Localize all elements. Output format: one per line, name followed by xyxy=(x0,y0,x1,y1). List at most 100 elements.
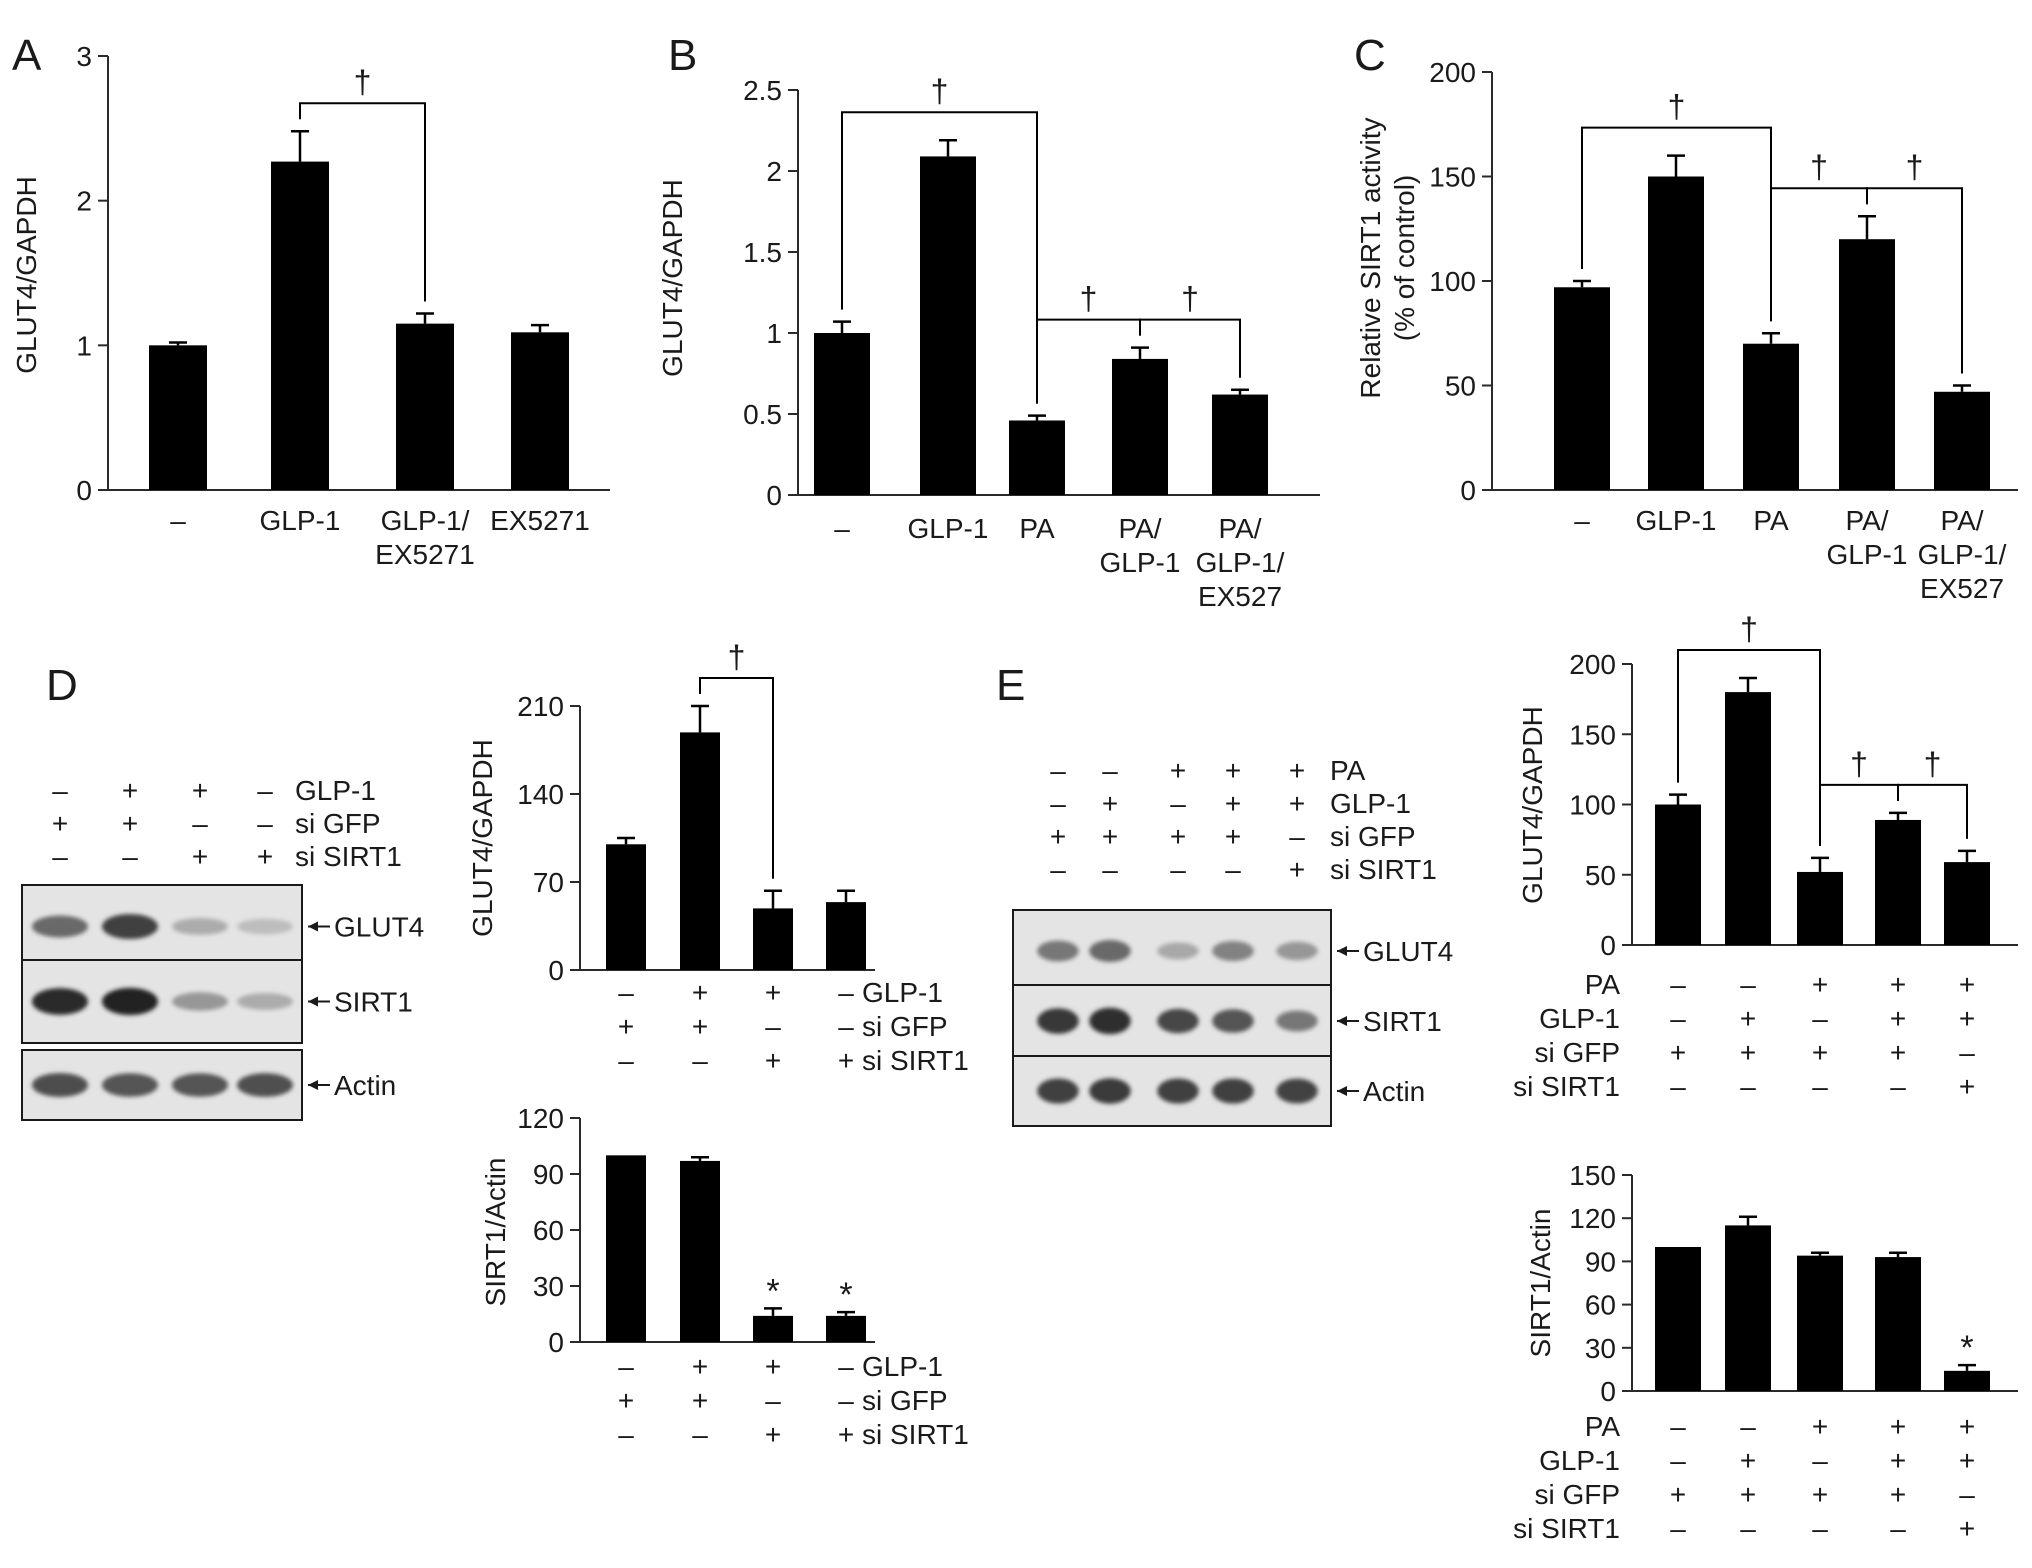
y-tick-label: 2 xyxy=(76,186,92,217)
condition-sign: + xyxy=(1289,755,1305,786)
bar xyxy=(1875,819,1921,945)
significance-bracket xyxy=(1866,187,1963,374)
blot-band xyxy=(102,913,158,940)
condition-sign: + xyxy=(1812,1411,1828,1442)
y-tick-label: 1 xyxy=(766,318,782,349)
band-arrow-head xyxy=(308,921,318,932)
condition-sign: – xyxy=(1812,1003,1828,1034)
bar xyxy=(1944,862,1990,945)
condition-sign: – xyxy=(1670,1071,1686,1102)
condition-label: PA xyxy=(1585,1411,1621,1442)
band-label: GLUT4 xyxy=(1363,936,1453,967)
bar xyxy=(1725,692,1771,945)
band-label: GLUT4 xyxy=(334,912,424,943)
condition-sign: – xyxy=(52,775,68,806)
y-tick-label: 200 xyxy=(1569,649,1616,680)
y-axis-label: GLUT4/GAPDH xyxy=(1517,706,1548,904)
category-label: EX5271 xyxy=(490,505,590,536)
condition-sign: + xyxy=(765,1045,781,1076)
blot-band xyxy=(237,993,293,1010)
bar xyxy=(511,332,569,490)
condition-sign: + xyxy=(257,841,273,872)
condition-sign: + xyxy=(1959,1445,1975,1476)
y-tick-label: 100 xyxy=(1429,266,1476,297)
condition-sign: – xyxy=(1670,1003,1686,1034)
condition-sign: + xyxy=(1812,1479,1828,1510)
blot-band xyxy=(1157,1078,1199,1104)
condition-label: si SIRT1 xyxy=(1330,854,1437,885)
blot-band xyxy=(172,992,228,1011)
blot-band xyxy=(1276,1078,1318,1104)
y-tick-label: 1.5 xyxy=(743,237,782,268)
bar xyxy=(271,161,329,490)
chart-a-glut4-gapdh: 0 1 2 3 GLUT4/GAPDH † – GLP-1 GLP-1/EX5271 EX5271 xyxy=(11,41,610,570)
band-arrow-head xyxy=(308,996,318,1007)
blot-band xyxy=(32,915,88,938)
y-tick-label: 50 xyxy=(1585,860,1616,891)
condition-sign: + xyxy=(1225,755,1241,786)
y-axis-label: SIRT1/Actin xyxy=(480,1158,511,1307)
condition-sign: – xyxy=(1225,854,1241,885)
blot-band xyxy=(1276,941,1318,961)
category-label: GLP-1/ xyxy=(1918,539,2007,570)
blot-band xyxy=(237,918,293,935)
condition-sign: – xyxy=(1170,854,1186,885)
condition-sign: – xyxy=(1670,1445,1686,1476)
condition-sign: + xyxy=(1289,788,1305,819)
condition-sign: – xyxy=(838,977,854,1008)
significance-dagger: † xyxy=(1740,611,1758,647)
bar xyxy=(1875,1257,1921,1391)
y-tick-label: 100 xyxy=(1569,790,1616,821)
y-tick-label: 30 xyxy=(533,1271,564,1302)
category-label: GLP-1 xyxy=(1827,539,1908,570)
bar xyxy=(826,902,866,970)
condition-sign: – xyxy=(618,1351,634,1382)
condition-sign: + xyxy=(692,1351,708,1382)
condition-sign: – xyxy=(1670,1513,1686,1544)
condition-sign: – xyxy=(838,1351,854,1382)
condition-sign: + xyxy=(122,775,138,806)
bar xyxy=(1743,343,1799,490)
panel-letter-d: D xyxy=(46,661,78,710)
y-axis-label: Relative SIRT1 activity xyxy=(1355,117,1386,398)
condition-sign: – xyxy=(765,1385,781,1416)
bar xyxy=(753,908,793,970)
significance-dagger: † xyxy=(931,73,949,109)
condition-sign: + xyxy=(692,977,708,1008)
bar xyxy=(1212,394,1268,495)
condition-sign: + xyxy=(618,1385,634,1416)
condition-label: si GFP xyxy=(862,1011,948,1042)
y-tick-label: 60 xyxy=(533,1215,564,1246)
bar xyxy=(1934,391,1990,490)
condition-sign: – xyxy=(1812,1445,1828,1476)
blot-band xyxy=(1276,1010,1318,1032)
condition-sign: + xyxy=(1740,1479,1756,1510)
condition-sign: – xyxy=(1670,1411,1686,1442)
bar xyxy=(826,1315,866,1342)
blot-band xyxy=(102,987,158,1016)
condition-label: si SIRT1 xyxy=(862,1045,969,1076)
significance-bracket xyxy=(1139,318,1241,378)
y-tick-label: 60 xyxy=(1585,1290,1616,1321)
blot-band xyxy=(172,918,228,935)
condition-sign: + xyxy=(1102,821,1118,852)
y-tick-label: 0 xyxy=(766,480,782,511)
significance-dagger: † xyxy=(1668,89,1686,125)
significance-star: * xyxy=(766,1272,779,1310)
blot-band xyxy=(1037,1078,1079,1104)
condition-sign: – xyxy=(1959,1479,1975,1510)
condition-sign: + xyxy=(838,1419,854,1450)
condition-sign: – xyxy=(1740,969,1756,1000)
chart-b-glut4-gapdh: 0 0.5 1 1.5 2 2.5 GLUT4/GAPDH † † † – GLP-1 PA PA/GLP… xyxy=(657,73,1320,612)
condition-sign: – xyxy=(1170,788,1186,819)
condition-sign: + xyxy=(1890,1479,1906,1510)
significance-dagger: † xyxy=(1906,149,1924,185)
condition-sign: – xyxy=(618,1045,634,1076)
y-tick-label: 2 xyxy=(766,156,782,187)
y-tick-label: 2.5 xyxy=(743,75,782,106)
band-label: SIRT1 xyxy=(1363,1006,1442,1037)
condition-sign: + xyxy=(1170,755,1186,786)
category-label: EX527 xyxy=(1198,581,1282,612)
